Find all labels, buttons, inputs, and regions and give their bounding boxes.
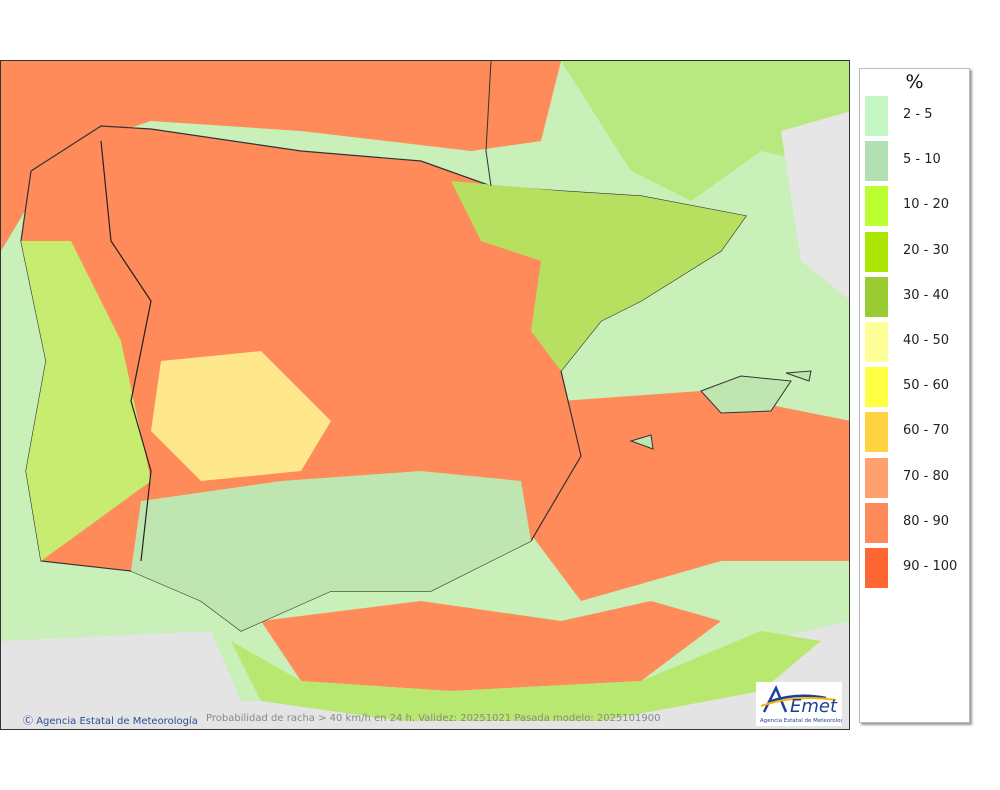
- africa-green: [231, 631, 821, 721]
- east-sea-grey: [781, 111, 849, 300]
- legend-label: 90 - 100: [903, 559, 958, 574]
- legend: % 2 - 5 5 - 10 10 - 20 20 - 30 30 - 40 40 - 5…: [859, 68, 970, 723]
- north-atlantic-high: [1, 61, 561, 251]
- map-caption: Probabilidad de racha > 40 km/h en 24 h.…: [206, 713, 661, 724]
- svg-text:Emet: Emet: [790, 696, 838, 717]
- legend-item: 10 - 20: [865, 186, 970, 227]
- svg-text:Agencia Estatal de Meteorologí: Agencia Estatal de Meteorología: [760, 717, 842, 724]
- menorca: [785, 370, 812, 382]
- legend-label: 20 - 30: [903, 242, 950, 258]
- legend-swatch: [865, 186, 888, 227]
- legend-label: 5 - 10: [903, 152, 941, 168]
- legend-item: 20 - 30: [865, 231, 970, 272]
- legend-label: 70 - 80: [903, 468, 950, 484]
- legend-item: 50 - 60: [865, 367, 970, 408]
- ibiza: [629, 434, 654, 450]
- legend-label: 40 - 50: [903, 333, 950, 348]
- legend-label: 10 - 20: [903, 197, 950, 213]
- alboran-high: [261, 601, 721, 691]
- portugal-border: [100, 140, 152, 562]
- legend-item: 90 - 100: [865, 548, 970, 588]
- legend-item: 30 - 40: [865, 276, 970, 317]
- france-border: [485, 61, 492, 187]
- legend-item: 5 - 10: [865, 141, 970, 182]
- legend-swatch: [865, 231, 888, 272]
- legend-swatch: [865, 276, 888, 317]
- center-yellow-region: [151, 351, 331, 481]
- legend-label: 60 - 70: [903, 423, 950, 439]
- legend-item: 40 - 50: [865, 322, 970, 362]
- legend-item: 60 - 70: [865, 412, 970, 453]
- legend-item: 70 - 80: [865, 457, 970, 498]
- legend-swatch: [865, 367, 888, 408]
- legend-label: 30 - 40: [903, 287, 950, 303]
- ne-green-region: [451, 181, 746, 371]
- map-canvas: [1, 61, 849, 729]
- aemet-logo: Emet Agencia Estatal de Meteorología: [756, 682, 849, 726]
- legend-label: 2 - 5: [903, 107, 933, 122]
- legend-swatch: [865, 322, 888, 362]
- mediterranean-high: [521, 391, 849, 601]
- legend-swatch: [865, 412, 888, 453]
- copyright-label: Agencia Estatal de Meteorología: [36, 716, 198, 727]
- legend-swatch: [865, 457, 888, 498]
- legend-label: 80 - 90: [903, 513, 950, 529]
- legend-swatch: [865, 502, 888, 543]
- aemet-logo-graphic: Emet Agencia Estatal de Meteorología: [760, 684, 849, 724]
- legend-label: 50 - 60: [903, 378, 950, 394]
- nw-sea-green: [561, 61, 849, 201]
- legend-swatch: [865, 141, 888, 182]
- copyright-text: Ⓒ Agencia Estatal de Meteorología: [23, 716, 198, 727]
- south-green-region: [131, 471, 531, 631]
- mallorca: [700, 375, 792, 414]
- legend-title: %: [905, 71, 924, 93]
- legend-swatch: [865, 548, 888, 588]
- west-green-region: [21, 241, 151, 561]
- legend-item: 2 - 5: [865, 96, 970, 136]
- probability-map: Ⓒ Agencia Estatal de Meteorología Probab…: [0, 60, 850, 730]
- legend-swatch: [865, 96, 888, 136]
- legend-item: 80 - 90: [865, 502, 970, 543]
